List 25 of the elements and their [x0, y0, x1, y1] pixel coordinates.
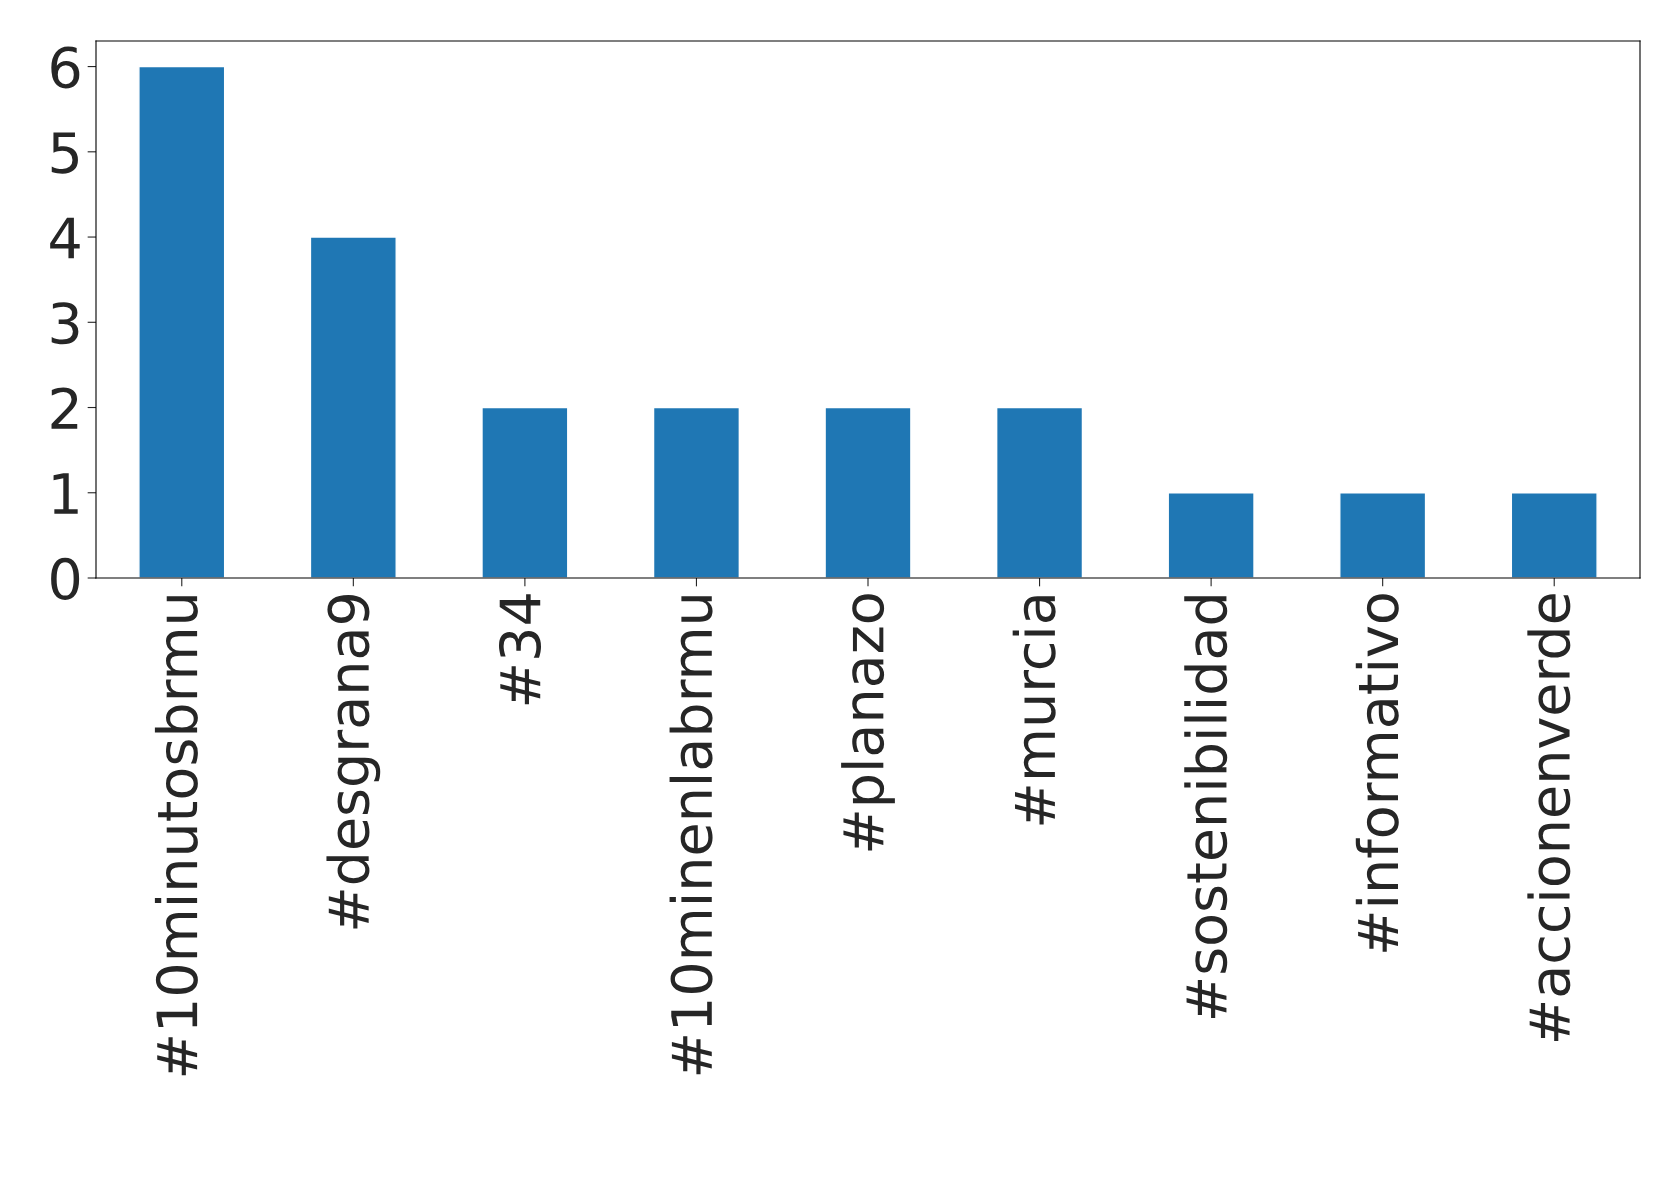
y-tick-label: 6: [51, 46, 80, 89]
x-tick-label: #planazo: [841, 594, 895, 851]
y-tick-label: 5: [51, 132, 78, 174]
y-tick-label: 4: [50, 217, 80, 259]
x-tick-label: #informativo: [1355, 594, 1399, 952]
x-tick-label: #murcia: [1012, 596, 1056, 825]
y-tick-label: 3: [51, 302, 79, 345]
bar: [995, 406, 1084, 578]
x-tick-label: #10minenlabrmu: [669, 596, 713, 1075]
y-tick-label: 1: [53, 473, 78, 514]
bar: [1339, 492, 1427, 578]
bar: [1167, 492, 1255, 578]
bar: [481, 406, 569, 578]
x-tick-label: #desgrana9: [326, 595, 381, 929]
bar: [824, 406, 912, 578]
y-tick-label: 0: [51, 557, 80, 600]
y-tick-label: 2: [51, 387, 78, 429]
bar: [138, 65, 226, 578]
x-tick-label: #accionenverde: [1527, 594, 1571, 1042]
x-tick-label: #34: [498, 594, 542, 705]
bar: [1510, 492, 1598, 578]
x-tick-label: #10minutosbrmu: [154, 596, 198, 1076]
bar: [309, 236, 397, 578]
x-tick-label: #sostenibilidad: [1184, 596, 1228, 1019]
bar: [652, 406, 741, 578]
